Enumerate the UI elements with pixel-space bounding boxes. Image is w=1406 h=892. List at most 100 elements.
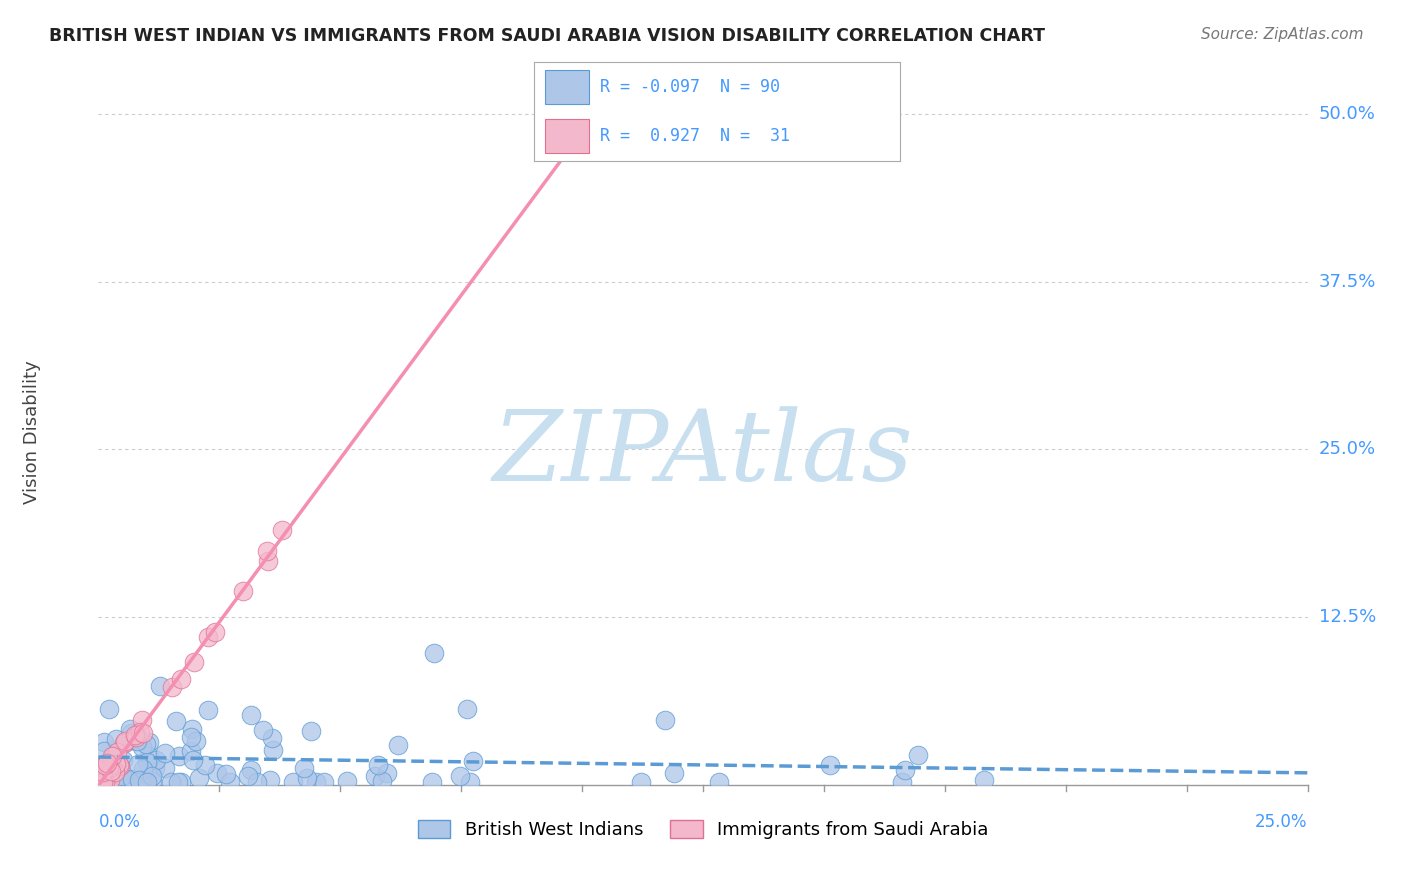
Point bbox=[463, 754, 485, 768]
Point bbox=[108, 759, 131, 773]
Point bbox=[180, 722, 202, 736]
Point bbox=[136, 775, 159, 789]
Point bbox=[101, 748, 124, 763]
Point bbox=[91, 775, 114, 789]
Point bbox=[114, 735, 136, 749]
Point bbox=[246, 775, 269, 789]
Point bbox=[111, 769, 134, 783]
Point bbox=[149, 679, 172, 693]
Point bbox=[143, 761, 166, 775]
Point bbox=[121, 772, 143, 787]
Point bbox=[167, 749, 190, 764]
Point bbox=[423, 647, 446, 661]
Point bbox=[93, 734, 115, 748]
Point bbox=[295, 771, 318, 785]
Point bbox=[101, 748, 124, 763]
Point bbox=[136, 755, 159, 769]
Point bbox=[180, 731, 202, 745]
Point bbox=[160, 680, 183, 694]
Point bbox=[259, 772, 281, 787]
Point bbox=[131, 713, 153, 727]
Point bbox=[118, 722, 141, 736]
Point bbox=[367, 758, 389, 772]
Text: ZIPAtlas: ZIPAtlas bbox=[492, 406, 914, 501]
Point bbox=[420, 775, 443, 789]
Point bbox=[299, 723, 322, 738]
Point bbox=[262, 731, 284, 745]
Text: R =  0.927  N =  31: R = 0.927 N = 31 bbox=[600, 127, 790, 145]
Point bbox=[127, 733, 149, 747]
Point bbox=[131, 772, 153, 787]
Point bbox=[129, 775, 152, 789]
Point bbox=[256, 544, 278, 558]
Point bbox=[97, 701, 120, 715]
Text: 25.0%: 25.0% bbox=[1256, 814, 1308, 831]
Point bbox=[132, 725, 155, 739]
Point bbox=[94, 758, 117, 772]
Point bbox=[630, 774, 652, 789]
Point bbox=[138, 749, 160, 764]
Point bbox=[134, 737, 156, 751]
Point bbox=[124, 730, 146, 744]
Point bbox=[170, 775, 193, 789]
Point bbox=[292, 762, 315, 776]
Point bbox=[281, 775, 304, 789]
Point bbox=[170, 672, 193, 686]
Point bbox=[98, 772, 121, 787]
Point bbox=[186, 733, 208, 747]
Point bbox=[131, 739, 153, 754]
Point bbox=[128, 724, 150, 739]
Point bbox=[105, 756, 128, 771]
Point bbox=[458, 775, 481, 789]
Point bbox=[104, 731, 127, 746]
Point bbox=[709, 775, 731, 789]
Point bbox=[205, 766, 228, 780]
Point bbox=[145, 753, 167, 767]
Point bbox=[128, 773, 150, 788]
Point bbox=[121, 725, 143, 739]
Point bbox=[91, 775, 114, 789]
Point bbox=[153, 761, 176, 775]
Text: 37.5%: 37.5% bbox=[1319, 273, 1376, 291]
Point bbox=[891, 775, 914, 789]
Text: Source: ZipAtlas.com: Source: ZipAtlas.com bbox=[1201, 27, 1364, 42]
Point bbox=[204, 625, 226, 640]
Point bbox=[125, 728, 148, 742]
Point bbox=[336, 774, 359, 789]
Point bbox=[907, 747, 929, 762]
Point bbox=[818, 758, 841, 772]
Point bbox=[141, 774, 163, 789]
FancyBboxPatch shape bbox=[546, 120, 589, 153]
Point bbox=[664, 766, 686, 780]
Point bbox=[124, 728, 146, 742]
Point bbox=[141, 769, 163, 783]
Point bbox=[93, 744, 115, 758]
Point bbox=[108, 758, 131, 772]
Point bbox=[180, 744, 202, 758]
Point bbox=[105, 745, 128, 759]
Point bbox=[197, 703, 219, 717]
Point bbox=[375, 765, 398, 780]
Point bbox=[194, 757, 217, 772]
Point bbox=[114, 736, 136, 750]
Point bbox=[364, 769, 387, 783]
Point bbox=[262, 743, 284, 757]
Point bbox=[371, 773, 394, 788]
Point bbox=[112, 753, 135, 767]
Point bbox=[122, 733, 145, 747]
Text: 50.0%: 50.0% bbox=[1319, 105, 1375, 123]
Point bbox=[215, 767, 238, 781]
Point bbox=[91, 764, 114, 778]
Point bbox=[183, 655, 205, 669]
Point bbox=[165, 714, 187, 728]
Text: 25.0%: 25.0% bbox=[1319, 441, 1376, 458]
Point bbox=[654, 713, 676, 727]
Text: R = -0.097  N = 90: R = -0.097 N = 90 bbox=[600, 78, 780, 96]
Point bbox=[104, 771, 127, 785]
Text: Vision Disability: Vision Disability bbox=[22, 360, 41, 505]
Point bbox=[94, 775, 117, 789]
Point bbox=[98, 761, 121, 775]
Text: 12.5%: 12.5% bbox=[1319, 608, 1376, 626]
Point bbox=[973, 772, 995, 787]
Point bbox=[188, 771, 211, 785]
